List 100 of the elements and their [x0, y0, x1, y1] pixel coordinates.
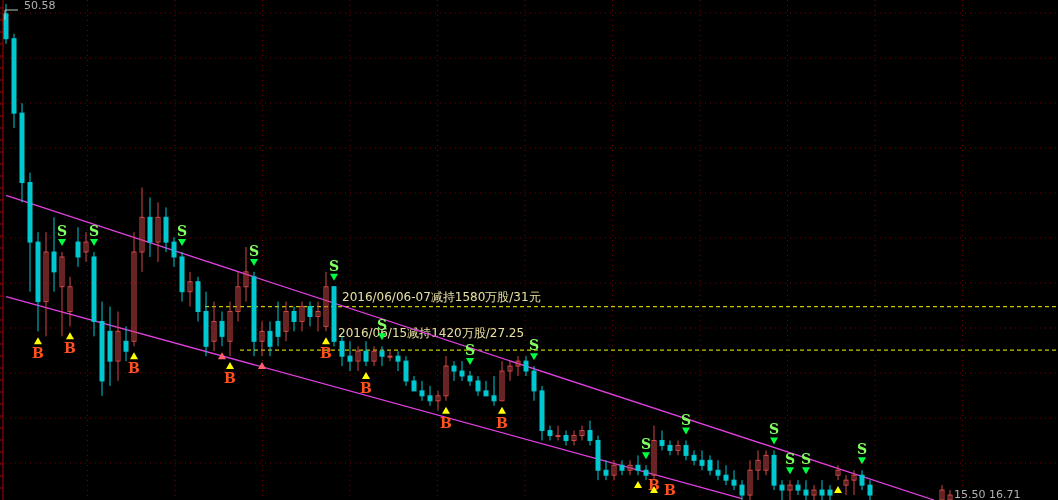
- point: [226, 362, 234, 370]
- point: [66, 332, 74, 340]
- candlestick: [515, 355, 521, 377]
- candlestick: [459, 360, 465, 382]
- annotation: 50.58: [24, 0, 56, 12]
- candlestick: [523, 355, 529, 377]
- point: [634, 481, 642, 489]
- point: [802, 467, 810, 475]
- candlestick: [83, 231, 89, 263]
- candlestick: [787, 479, 793, 500]
- candlestick: [491, 375, 497, 407]
- candlestick: [171, 236, 177, 268]
- candlestick: [115, 311, 121, 382]
- point: [498, 406, 506, 414]
- point: [786, 467, 794, 475]
- ref-line-label: 2016/06/06-07减持1580万股/31元: [342, 289, 541, 304]
- candlestick: [443, 355, 449, 402]
- candlestick: [499, 360, 505, 402]
- point: [362, 372, 370, 379]
- candlestick: [139, 187, 145, 273]
- candlestick: [563, 430, 569, 446]
- candlestick: [811, 484, 817, 500]
- candlestick: [683, 439, 689, 461]
- point: [322, 337, 330, 345]
- point: [178, 239, 186, 247]
- candlestick: [947, 489, 953, 500]
- point: [90, 239, 98, 247]
- point: [858, 457, 866, 465]
- candlestick: [723, 464, 729, 486]
- candlestick: [155, 201, 161, 263]
- point: [258, 362, 266, 370]
- candlestick: [123, 325, 129, 362]
- point: [530, 353, 538, 361]
- candlestick: [755, 449, 761, 481]
- candlestick: [619, 459, 625, 476]
- point: [442, 406, 450, 414]
- candlestick: [643, 464, 649, 481]
- candlestick: [667, 439, 673, 456]
- candlestick: [843, 474, 849, 496]
- candlestick: [651, 425, 657, 481]
- candlestick: [835, 464, 841, 481]
- candlestick: [427, 385, 433, 407]
- point: [218, 352, 226, 360]
- candlestick: [627, 459, 633, 476]
- candlestick: [283, 301, 289, 342]
- candlestick: [779, 479, 785, 500]
- candlestick: [731, 469, 737, 491]
- candlestick: [507, 360, 513, 382]
- candlestick: [475, 375, 481, 397]
- candlestick: [803, 479, 809, 500]
- candlestick: [691, 449, 697, 466]
- candlestick: [291, 306, 297, 332]
- point: [642, 452, 650, 460]
- point: [130, 352, 138, 360]
- candlestick: [603, 459, 609, 481]
- candlestick: [635, 454, 641, 476]
- candlestick: [739, 479, 745, 500]
- candlestick: [363, 340, 369, 367]
- candlestick: [555, 425, 561, 441]
- candlestick: [259, 320, 265, 357]
- candlestick: [483, 380, 489, 397]
- candlestick: [699, 449, 705, 471]
- point: [770, 437, 778, 445]
- candlestick: [435, 390, 441, 412]
- candlestick: [379, 345, 385, 367]
- candlestick: [707, 454, 713, 476]
- candlestick: [387, 350, 393, 362]
- point: [34, 337, 42, 345]
- candlestick: [307, 301, 313, 327]
- annotation: 15.50 16.71: [954, 488, 1021, 500]
- candlestick: [355, 345, 361, 372]
- candlestick: [227, 301, 233, 357]
- candlestick: [867, 479, 873, 500]
- candlestick: [659, 430, 665, 451]
- point: [250, 258, 258, 266]
- point: [58, 239, 66, 247]
- candlestick: [323, 271, 329, 332]
- candlestick: [579, 425, 585, 441]
- candlestick: [59, 251, 65, 337]
- candlestick: [395, 350, 401, 372]
- candlestick: [763, 449, 769, 476]
- candlestick: [187, 271, 193, 308]
- candlestick: [467, 370, 473, 387]
- candlestick: [131, 231, 137, 347]
- candlestick: [451, 360, 457, 382]
- candlestick: [859, 469, 865, 491]
- candlestick: [67, 276, 73, 327]
- candlestick: [371, 345, 377, 367]
- candlestick: [531, 365, 537, 402]
- candlestick: [851, 469, 857, 496]
- candlestick: [299, 301, 305, 332]
- candlestick: [419, 380, 425, 402]
- candlestick: [315, 301, 321, 332]
- candlestick: [939, 484, 945, 500]
- candlestick: [243, 246, 249, 303]
- candlestick: [827, 484, 833, 500]
- candlestick: [75, 226, 81, 268]
- candlestick: [675, 439, 681, 456]
- point: [330, 273, 338, 281]
- candlestick: [587, 420, 593, 446]
